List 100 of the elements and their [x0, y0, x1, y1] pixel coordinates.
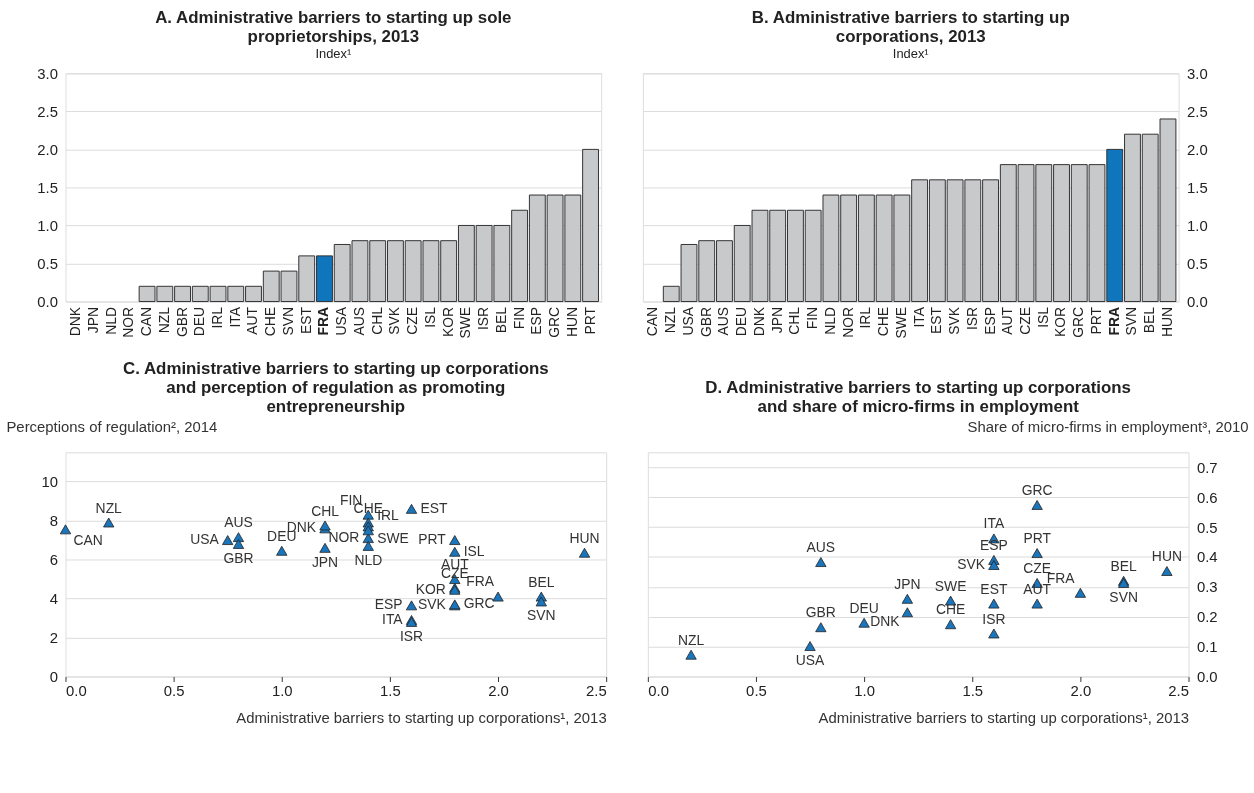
x-tick-label: SVN	[1123, 306, 1140, 336]
annotation: SWE	[934, 577, 967, 594]
annotation: ISR	[399, 627, 424, 644]
x-tick-label: AUT	[999, 306, 1016, 335]
y-tick-label: 0.5	[1196, 519, 1218, 536]
x-tick-label: FIN	[510, 306, 527, 330]
y-tick-label: 0.3	[1196, 579, 1218, 596]
x-tick-label: SVK	[386, 306, 403, 335]
annotation: CHL	[311, 502, 340, 519]
y-tick-label: 3.0	[1187, 65, 1208, 82]
x-tick-label: EST	[928, 306, 945, 334]
annotation: ISR	[982, 610, 1006, 627]
x-tick-label: 1.0	[271, 682, 293, 699]
chart-title: B. Administrative barriers to starting up corporations, 2013	[751, 7, 1070, 46]
x-tick-label: EST	[297, 306, 314, 334]
x-tick-label: NLD	[821, 306, 838, 335]
x-tick-label: PRT	[1087, 306, 1104, 335]
annotation: CAN	[73, 532, 103, 549]
y-tick-label: 0.2	[1196, 609, 1218, 626]
x-tick-label: DNK	[750, 306, 767, 337]
annotation: USA	[190, 531, 220, 548]
y-tick-label: 0	[49, 668, 59, 685]
annotation: AUS	[806, 539, 836, 556]
x-tick-label: BEL	[1141, 306, 1158, 334]
annotation: GRC	[1021, 482, 1053, 499]
x-tick-label: NOR	[120, 306, 137, 338]
y-tick-label: 0.4	[1196, 549, 1218, 566]
chart-title: C. Administrative barriers to starting up corporations and perception of regulation as promoting entrepreneurship	[123, 358, 549, 416]
annotation: PRT	[418, 531, 447, 548]
x-tick-label: KOR	[439, 306, 456, 338]
x-tick-label: AUS	[350, 306, 367, 336]
annotation: NZL	[95, 499, 123, 516]
y-tick-label: 0.5	[37, 255, 59, 272]
x-tick-label: AUS	[715, 306, 732, 336]
x-tick-label: ITA	[226, 306, 243, 328]
y-axis-title: Share of micro-firms in employment³, 2010	[967, 418, 1249, 435]
annotation: BEL	[1110, 557, 1138, 574]
chart-subtitle: Index¹	[315, 46, 352, 62]
annotation: DNK	[870, 613, 901, 630]
x-tick-label: CAN	[644, 306, 661, 337]
annotation: CHE	[935, 601, 966, 618]
annotation: AUT	[1023, 580, 1052, 597]
y-tick-label: 0.0	[1196, 668, 1218, 685]
annotation: HUN	[569, 529, 600, 546]
x-tick-label: 0.0	[648, 682, 670, 699]
x-tick-label: ISR	[475, 306, 492, 331]
y-axis-title: Perceptions of regulation², 2014	[6, 418, 218, 435]
x-tick-label: GBR	[173, 306, 190, 338]
annotation: ESP	[374, 596, 403, 613]
y-tick-label: 2.5	[1187, 103, 1208, 120]
chart-subtitle: Index¹	[892, 46, 929, 62]
y-tick-label: 2.0	[37, 141, 59, 158]
x-tick-label: KOR	[1052, 306, 1069, 338]
x-tick-label: ISR	[963, 306, 980, 331]
x-tick-label: SWE	[892, 306, 909, 339]
x-tick-label: IRL	[857, 306, 874, 329]
annotation: ISL	[463, 542, 485, 559]
x-axis-title: Administrative barriers to starting up corporations¹, 2013	[236, 709, 607, 726]
x-axis-title: Administrative barriers to starting up corporations¹, 2013	[818, 709, 1190, 726]
x-tick-label: 1.5	[962, 682, 984, 699]
y-tick-label: 0.6	[1196, 489, 1218, 506]
x-tick-label: CZE	[404, 306, 421, 335]
x-tick-label: FRA	[1105, 306, 1122, 336]
annotation: GRC	[463, 595, 495, 612]
x-tick-label: DEU	[191, 306, 208, 337]
x-tick-label: JPN	[768, 306, 785, 334]
annotation: NOR	[328, 529, 360, 546]
annotation: KOR	[415, 580, 446, 597]
annotation: NZL	[677, 631, 705, 648]
annotation: AUS	[224, 514, 253, 531]
annotation: USA	[795, 651, 826, 668]
y-tick-label: 0.0	[37, 293, 59, 310]
x-tick-label: GBR	[697, 306, 714, 338]
x-tick-label: BEL	[492, 306, 509, 334]
annotation: PRT	[1023, 530, 1052, 547]
x-tick-label: 2.5	[585, 682, 607, 699]
annotation: NLD	[354, 551, 383, 568]
annotation: BEL	[528, 573, 555, 590]
x-tick-label: GRC	[1070, 306, 1087, 338]
y-tick-label: 1.5	[1187, 179, 1208, 196]
x-tick-label: IRL	[209, 306, 225, 329]
annotation: SWE	[377, 530, 409, 547]
x-tick-label: USA	[333, 306, 350, 336]
x-tick-label: CHL	[368, 306, 385, 335]
x-tick-label: 2.0	[1070, 682, 1092, 699]
x-tick-label: FRA	[315, 306, 332, 336]
annotation: EST	[420, 499, 448, 516]
annotation: SVN	[527, 607, 556, 624]
annotation: SVK	[957, 555, 986, 572]
x-tick-label: NLD	[102, 306, 119, 335]
x-tick-label: 1.5	[380, 682, 401, 699]
y-tick-label: 10	[41, 474, 59, 491]
x-tick-label: 0.5	[163, 682, 185, 699]
annotation: DEU	[849, 599, 879, 616]
y-tick-label: 1.5	[37, 179, 59, 196]
x-tick-label: GRC	[546, 306, 563, 338]
y-tick-label: 0.0	[1187, 293, 1208, 310]
x-tick-label: JPN	[84, 306, 101, 334]
annotation: SVK	[418, 596, 447, 613]
x-tick-label: 2.5	[1168, 682, 1190, 699]
